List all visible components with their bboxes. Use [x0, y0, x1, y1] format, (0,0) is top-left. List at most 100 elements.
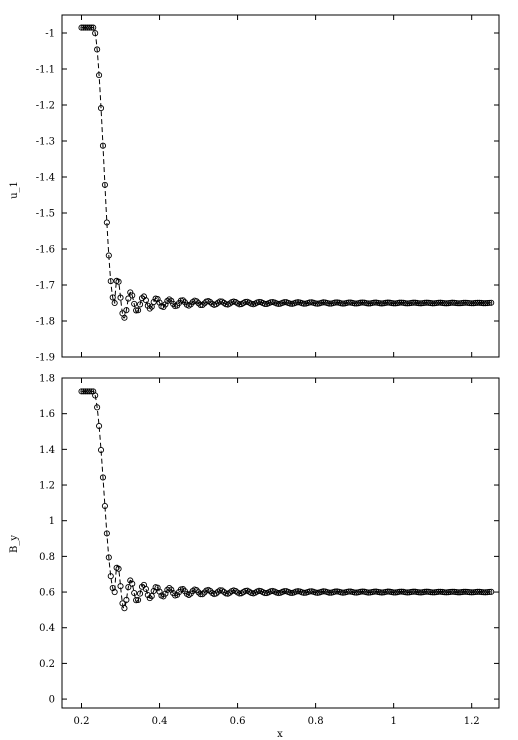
series-marker-u1 — [359, 299, 366, 306]
y-tick-label-by: 1.2 — [39, 481, 55, 492]
series-marker-by — [127, 577, 134, 584]
series-marker-u1 — [376, 300, 384, 307]
series-marker-by — [123, 596, 130, 603]
series-marker-u1 — [472, 299, 479, 307]
series-marker-u1 — [320, 299, 327, 306]
series-marker-by — [402, 589, 409, 596]
series-marker-u1 — [99, 142, 107, 149]
series-marker-u1 — [478, 299, 485, 307]
series-marker-u1 — [486, 299, 493, 306]
series-marker-u1 — [80, 24, 87, 31]
x-tick-label-by: 0.2 — [74, 716, 90, 727]
series-marker-by — [148, 593, 155, 600]
series-marker-by — [415, 589, 423, 596]
series-marker-by — [306, 588, 313, 595]
series-marker-u1 — [456, 300, 464, 307]
series-marker-u1 — [326, 300, 333, 307]
series-marker-by — [482, 589, 489, 596]
series-marker-u1 — [447, 299, 454, 306]
series-marker-u1 — [127, 289, 134, 296]
series-marker-u1 — [404, 300, 411, 307]
series-marker-u1 — [213, 301, 220, 308]
series-marker-by — [78, 388, 85, 395]
series-marker-by — [97, 446, 105, 454]
series-marker-u1 — [96, 72, 103, 79]
series-marker-u1 — [476, 299, 483, 306]
series-marker-u1 — [133, 307, 140, 314]
series-marker-by — [427, 589, 434, 596]
series-marker-u1 — [435, 299, 442, 306]
series-marker-by — [261, 590, 268, 597]
series-marker-by — [378, 589, 386, 596]
y-tick-label-u1: -1.8 — [36, 317, 55, 328]
series-marker-u1 — [287, 300, 294, 307]
y-tick-label-by: 0.8 — [39, 552, 55, 563]
series-marker-u1 — [162, 301, 169, 308]
series-marker-u1 — [460, 299, 467, 306]
series-marker-by — [129, 580, 136, 587]
series-marker-by — [470, 589, 477, 596]
series-marker-by — [166, 585, 173, 592]
series-marker-by — [454, 589, 462, 596]
y-tick-label-by: 0.2 — [39, 659, 55, 670]
series-marker-by — [474, 588, 481, 595]
series-marker-by — [236, 590, 243, 597]
series-marker-u1 — [111, 299, 118, 307]
series-marker-by — [101, 502, 108, 510]
series-marker-u1 — [156, 299, 163, 306]
series-marker-u1 — [429, 300, 436, 307]
series-marker-by — [103, 530, 110, 537]
series-marker-by — [115, 565, 122, 572]
series-marker-u1 — [94, 46, 101, 53]
series-marker-u1 — [474, 299, 481, 306]
series-marker-by — [86, 388, 93, 395]
series-marker-by — [94, 404, 101, 411]
series-marker-u1 — [398, 299, 405, 306]
series-marker-u1 — [216, 298, 224, 305]
series-marker-by — [486, 588, 493, 595]
series-marker-u1 — [179, 297, 187, 304]
series-marker-u1 — [464, 299, 471, 306]
series-marker-u1 — [357, 299, 364, 306]
series-marker-by — [92, 392, 99, 399]
series-marker-u1 — [332, 299, 339, 306]
y-axis-label-u1: u_1 — [9, 181, 20, 199]
series-marker-by — [384, 588, 391, 595]
series-marker-u1 — [437, 299, 444, 306]
series-marker-u1 — [484, 300, 491, 307]
y-tick-label-u1: -1.4 — [36, 173, 55, 184]
series-marker-u1 — [154, 295, 161, 303]
series-marker-by — [287, 589, 294, 596]
series-marker-by — [478, 588, 485, 596]
series-marker-u1 — [441, 300, 448, 307]
series-marker-by — [376, 589, 384, 596]
series-marker-by — [417, 589, 425, 596]
series-marker-u1 — [84, 24, 91, 31]
y-tick-label-u1: -1.3 — [36, 137, 55, 148]
series-marker-u1 — [351, 300, 358, 307]
series-marker-by — [105, 554, 112, 561]
series-marker-u1 — [306, 299, 313, 306]
series-marker-u1 — [121, 314, 128, 321]
series-marker-u1 — [470, 300, 477, 307]
series-marker-u1 — [382, 299, 389, 306]
series-marker-u1 — [433, 299, 440, 307]
y-tick-label-by: 0.4 — [39, 623, 55, 634]
series-marker-u1 — [427, 300, 434, 307]
series-marker-by — [390, 589, 397, 596]
series-marker-u1 — [390, 300, 397, 307]
series-marker-u1 — [242, 298, 249, 305]
series-marker-u1 — [135, 307, 142, 314]
series-marker-by — [99, 474, 107, 481]
series-marker-by — [365, 589, 372, 596]
y-tick-label-u1: -1.5 — [36, 209, 55, 220]
series-marker-u1 — [131, 300, 138, 307]
series-marker-by — [357, 588, 364, 595]
series-marker-u1 — [97, 105, 105, 112]
y-tick-label-u1: -1.9 — [36, 353, 55, 364]
y-tick-label-u1: -1.2 — [36, 101, 55, 112]
series-marker-u1 — [140, 293, 147, 300]
series-marker-u1 — [125, 295, 132, 302]
series-marker-u1 — [384, 299, 391, 306]
